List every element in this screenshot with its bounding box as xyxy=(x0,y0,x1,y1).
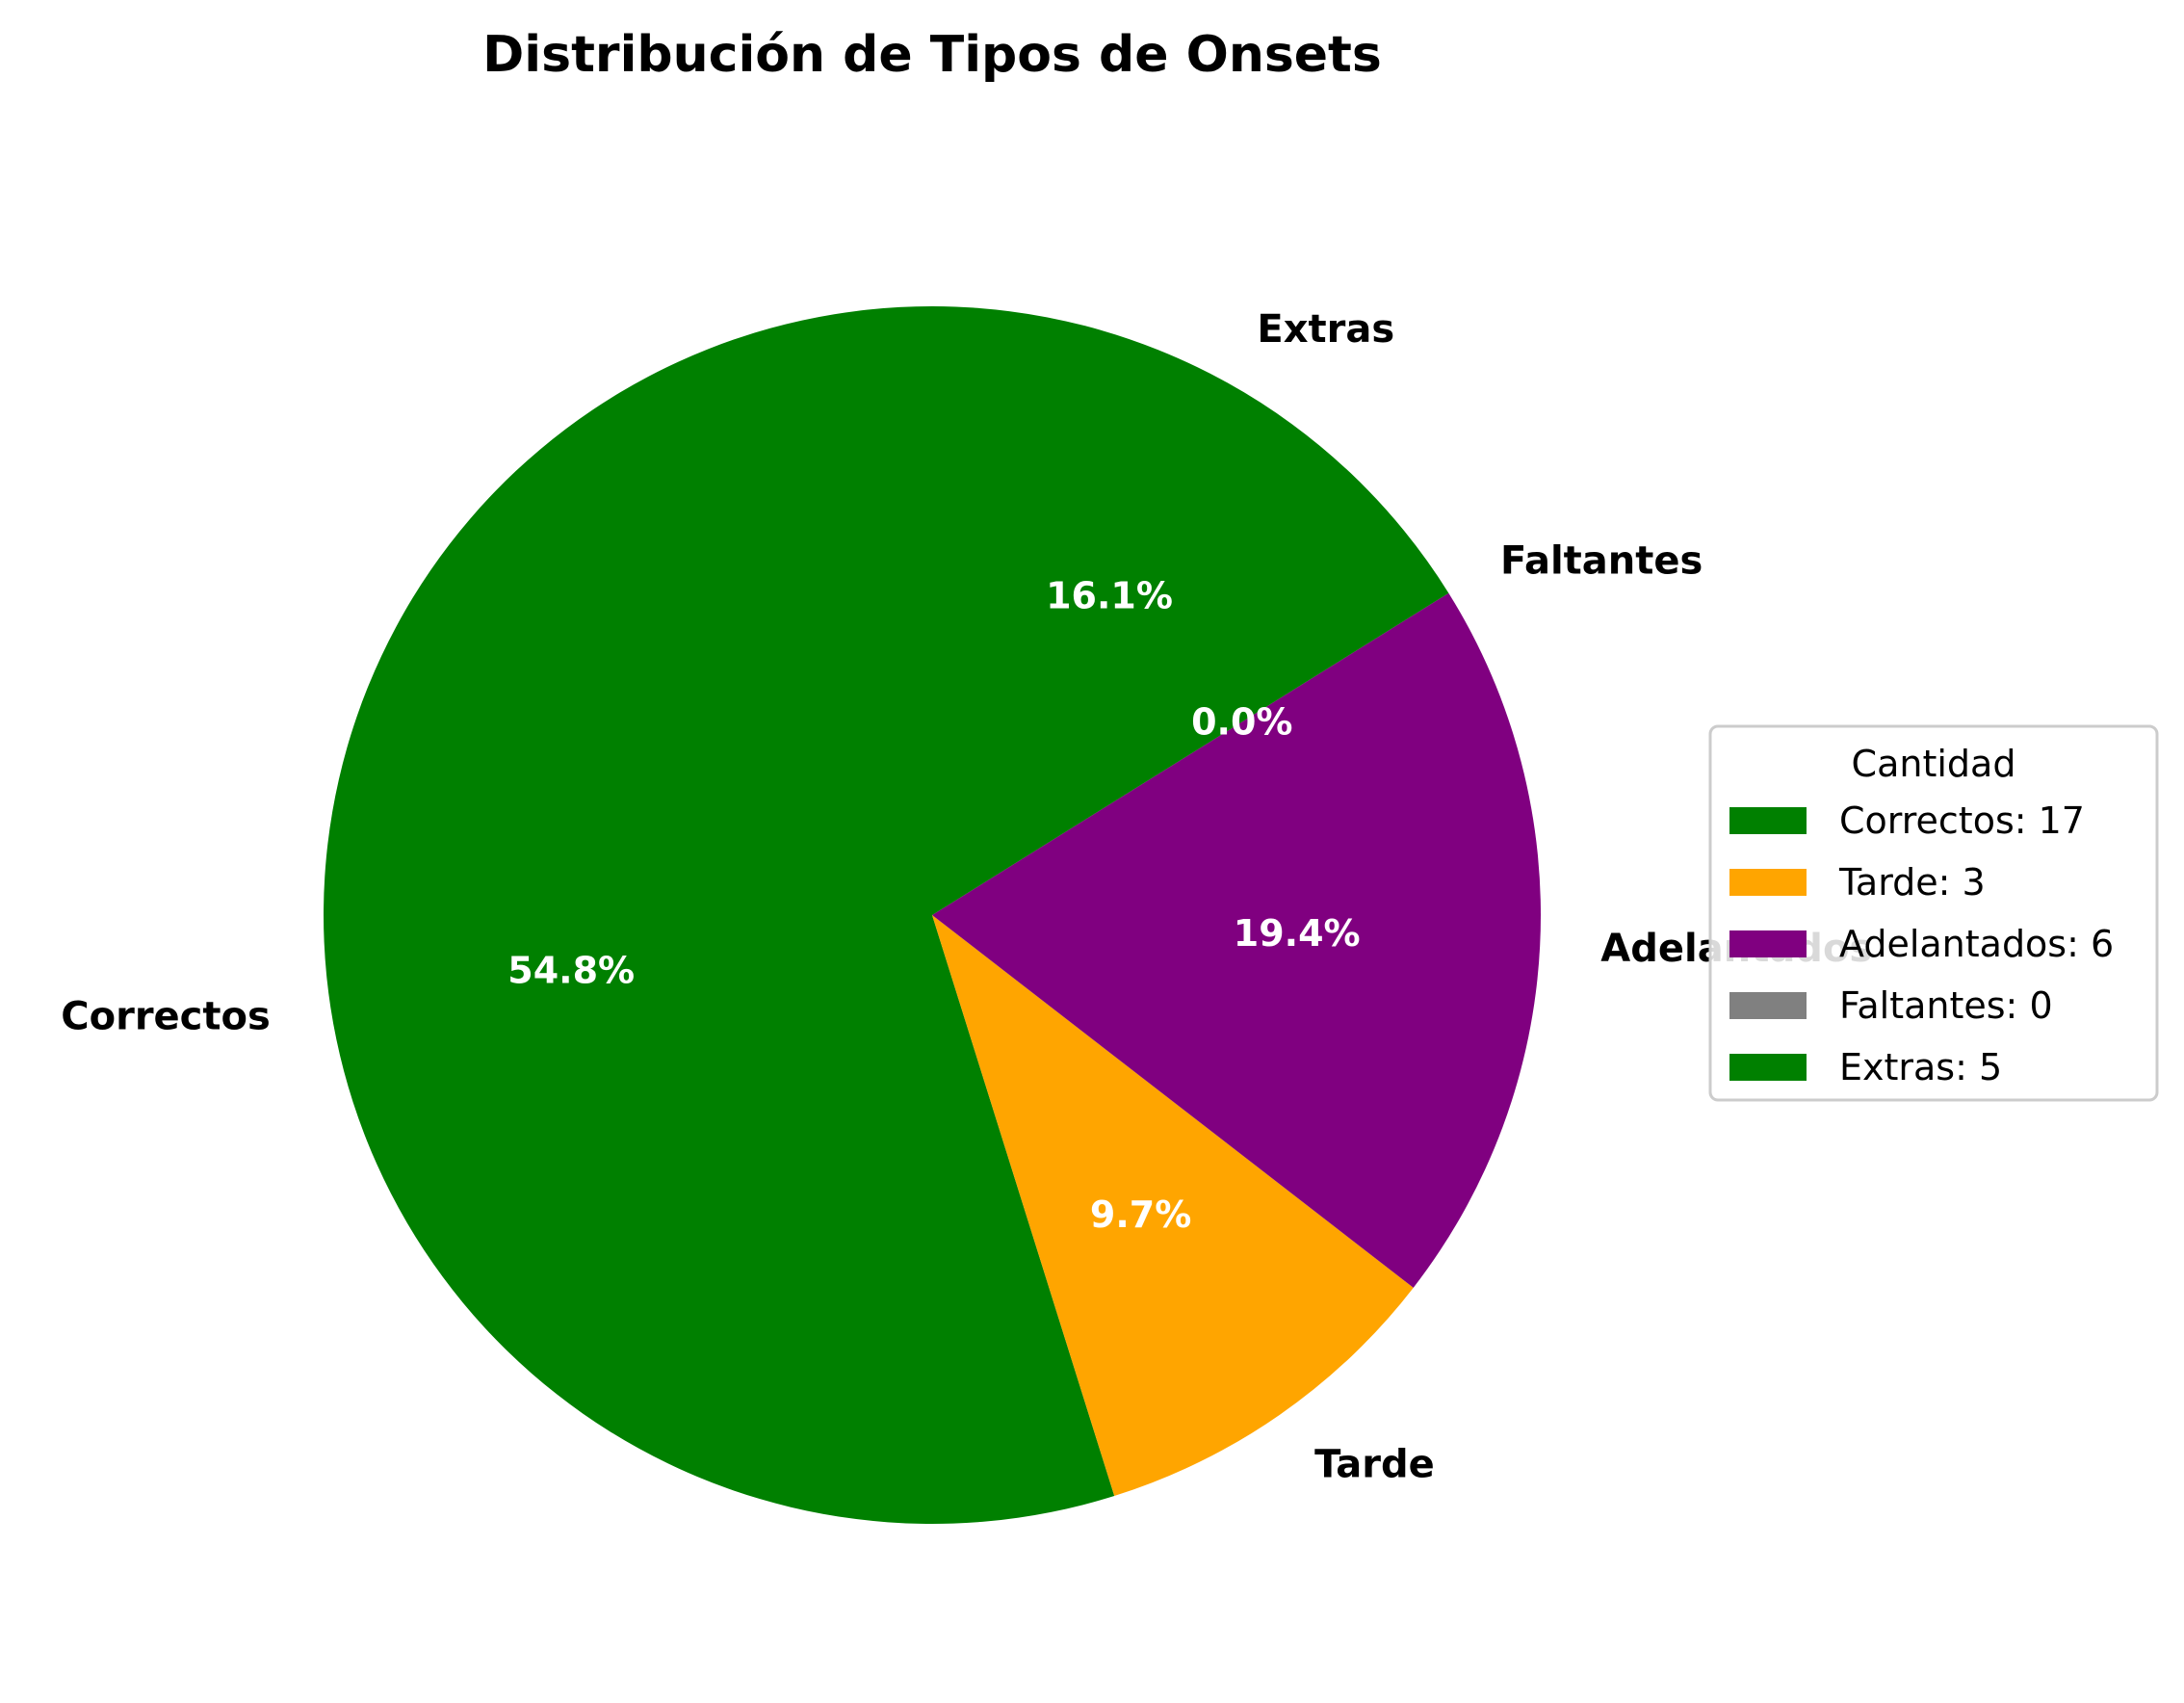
legend-swatch-adelantados xyxy=(1729,930,1807,957)
legend-label-tarde: Tarde: 3 xyxy=(1838,861,1986,904)
pie-slice-tarde xyxy=(932,915,1414,1497)
pie-slice-adelantados xyxy=(932,592,1541,1288)
legend-title: Cantidad xyxy=(1852,743,2016,785)
percent-label-tarde: 9.7% xyxy=(1090,1193,1191,1236)
percent-label-adelantados: 19.4% xyxy=(1234,912,1361,955)
percent-labels: 54.8% 9.7% 19.4% 0.0% 16.1% xyxy=(507,574,1360,1236)
legend-label-faltantes: Faltantes: 0 xyxy=(1839,984,2053,1027)
percent-label-faltantes: 0.0% xyxy=(1191,700,1292,743)
percent-label-correctos: 54.8% xyxy=(507,949,635,991)
legend-entries: Correctos: 17 Tarde: 3 Adelantados: 6 Falta… xyxy=(1729,799,2114,1088)
pie-slice-extras xyxy=(932,306,1449,915)
legend-swatch-correctos xyxy=(1729,807,1807,834)
category-label-tarde: Tarde xyxy=(1314,1443,1435,1487)
percent-label-extras: 16.1% xyxy=(1046,574,1173,616)
legend-swatch-faltantes xyxy=(1729,992,1807,1019)
pie-slice-correctos xyxy=(324,306,1115,1524)
legend-swatch-extras xyxy=(1729,1054,1807,1081)
legend-label-correctos: Correctos: 17 xyxy=(1839,799,2085,842)
legend-label-extras: Extras: 5 xyxy=(1839,1046,2002,1088)
chart-title: Distribución de Tipos de Onsets xyxy=(482,26,1382,84)
legend-swatch-tarde xyxy=(1729,869,1807,896)
category-label-correctos: Correctos xyxy=(61,994,271,1038)
category-label-faltantes: Faltantes xyxy=(1500,538,1703,583)
pie-slices xyxy=(324,306,1541,1524)
category-label-extras: Extras xyxy=(1257,307,1394,352)
legend-frame xyxy=(1708,724,2159,1102)
legend: Cantidad Correctos: 17 Tarde: 3 Adelantado… xyxy=(1708,724,2159,1102)
legend-label-adelantados: Adelantados: 6 xyxy=(1839,923,2114,965)
